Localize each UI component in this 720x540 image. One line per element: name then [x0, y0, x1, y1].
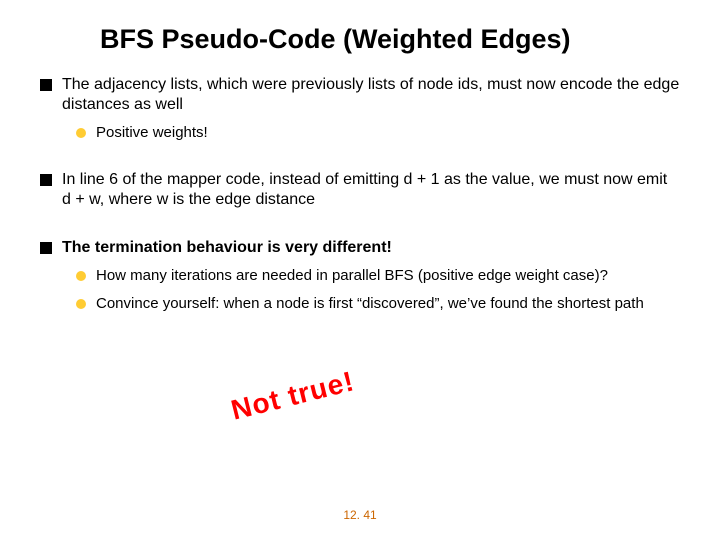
bullet-text-bold: The termination behaviour is very differ…	[62, 238, 392, 258]
overlay-annotation: Not true!	[228, 365, 358, 426]
bullet-text: The adjacency lists, which were previous…	[62, 75, 680, 115]
bullet-item: The adjacency lists, which were previous…	[40, 75, 680, 115]
sub-bullet-item: How many iterations are needed in parall…	[76, 266, 680, 286]
page-number: 12. 41	[0, 508, 720, 522]
sub-bullet-text: How many iterations are needed in parall…	[96, 266, 608, 286]
round-bullet-icon	[76, 271, 86, 281]
sub-bullet-item: Positive weights!	[76, 123, 680, 143]
square-bullet-icon	[40, 79, 52, 91]
slide: BFS Pseudo-Code (Weighted Edges) The adj…	[0, 0, 720, 540]
square-bullet-icon	[40, 174, 52, 186]
bullet-item: The termination behaviour is very differ…	[40, 238, 680, 258]
bullet-item: In line 6 of the mapper code, instead of…	[40, 170, 680, 210]
sub-bullet-text: Positive weights!	[96, 123, 208, 143]
sub-bullet-item: Convince yourself: when a node is first …	[76, 294, 680, 314]
bullet-text: In line 6 of the mapper code, instead of…	[62, 170, 680, 210]
round-bullet-icon	[76, 128, 86, 138]
square-bullet-icon	[40, 242, 52, 254]
sub-bullet-text: Convince yourself: when a node is first …	[96, 294, 644, 314]
round-bullet-icon	[76, 299, 86, 309]
slide-title: BFS Pseudo-Code (Weighted Edges)	[100, 25, 680, 55]
